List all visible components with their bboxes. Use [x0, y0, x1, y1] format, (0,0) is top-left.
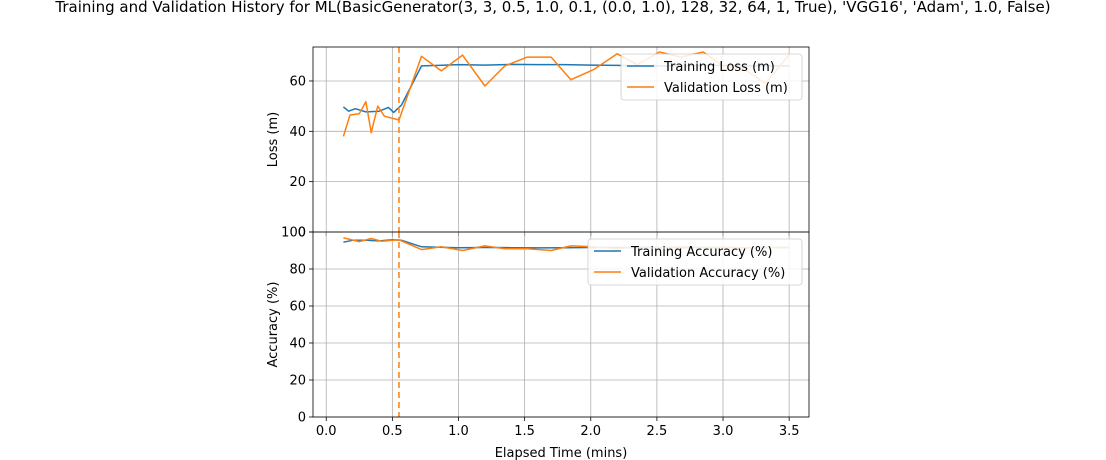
y-axis-label: Accuracy (%) [266, 282, 281, 368]
x-tick-label: 0.0 [316, 424, 337, 439]
y-axis-label: Loss (m) [266, 112, 281, 167]
x-tick-label: 3.0 [713, 424, 734, 439]
y-tick-label: 60 [289, 74, 306, 89]
y-tick-label: 20 [289, 175, 306, 190]
x-tick-label: 1.5 [514, 424, 535, 439]
x-tick-label: 1.0 [448, 424, 469, 439]
legend-label: Validation Loss (m) [664, 81, 788, 96]
y-tick-label: 40 [289, 125, 306, 140]
x-tick-label: 2.5 [647, 424, 668, 439]
legend-box [620, 53, 803, 101]
y-tick-label: 0 [298, 411, 306, 426]
chart-title: Training and Validation History for ML(B… [54, 0, 1050, 16]
y-tick-label: 40 [289, 337, 306, 352]
x-axis-label: Elapsed Time (mins) [495, 446, 628, 460]
x-tick-label: 2.0 [580, 424, 601, 439]
legend-label: Validation Accuracy (%) [631, 266, 785, 281]
legend-label: Training Loss (m) [663, 60, 775, 75]
loss-panel: 0 20 40 60 Loss (m) Training Loss (m) Validati… [266, 46, 810, 241]
y-tick-label: 60 [289, 300, 306, 315]
x-tick-label: 3.5 [779, 424, 800, 439]
y-tick-label: 0 [298, 226, 306, 241]
y-tick-label: 80 [289, 263, 306, 278]
y-tick-label: 100 [281, 226, 306, 241]
legend-box [587, 238, 803, 286]
accuracy-panel: 0 20 40 60 80 100 0.0 0.5 1.0 1.5 2.0 2.5 3.0 3.5 Accu… [266, 226, 810, 460]
axes-frame [312, 231, 810, 418]
x-tick-label: 0.5 [382, 424, 403, 439]
legend-label: Training Accuracy (%) [630, 245, 772, 260]
y-tick-label: 20 [289, 374, 306, 389]
validation-series-line [342, 51, 790, 137]
